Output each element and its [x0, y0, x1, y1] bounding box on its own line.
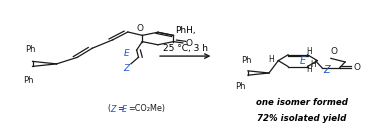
Text: $E$: $E$	[121, 103, 129, 114]
Text: O: O	[137, 24, 144, 33]
Text: $Z$: $Z$	[110, 103, 118, 114]
Text: =CO₂Me): =CO₂Me)	[128, 104, 165, 113]
Text: Ph: Ph	[23, 76, 34, 84]
Text: 72% isolated yield: 72% isolated yield	[257, 114, 346, 123]
Text: O: O	[353, 63, 360, 72]
Text: =: =	[117, 104, 124, 113]
Text: O: O	[330, 47, 337, 56]
Text: (: (	[107, 104, 110, 113]
Text: one isomer formed: one isomer formed	[256, 98, 347, 107]
Text: $Z$: $Z$	[322, 63, 332, 75]
Text: O: O	[185, 39, 192, 48]
Text: $Z$: $Z$	[123, 62, 132, 72]
Text: 25 °C, 3 h: 25 °C, 3 h	[163, 44, 208, 53]
Text: Ph: Ph	[25, 45, 36, 54]
Text: H: H	[310, 60, 316, 69]
Text: H: H	[307, 65, 312, 74]
Text: PhH,: PhH,	[175, 26, 195, 35]
Text: $E$: $E$	[299, 54, 308, 66]
Text: H: H	[307, 47, 312, 56]
Text: Ph: Ph	[241, 56, 251, 65]
Text: Ph: Ph	[235, 82, 246, 91]
Text: H: H	[269, 55, 274, 65]
Text: $E$: $E$	[123, 47, 131, 58]
